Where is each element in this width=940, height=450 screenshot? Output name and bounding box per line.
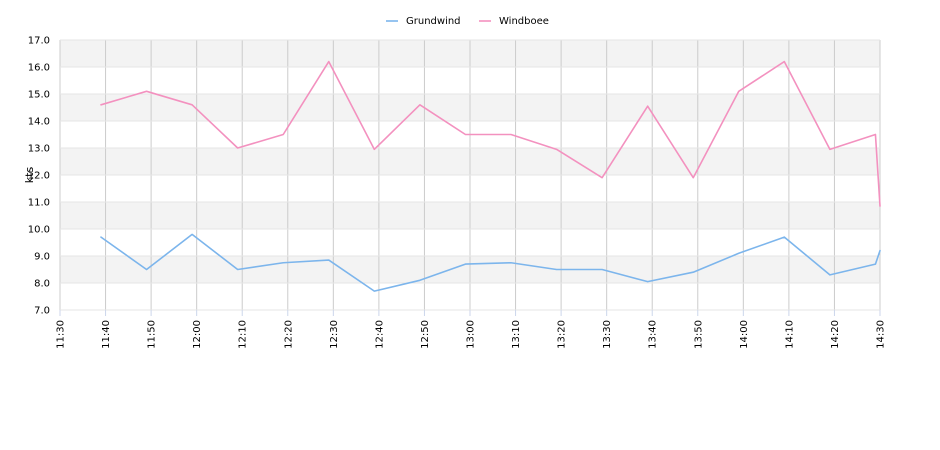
- y-tick-label: 10.0: [28, 225, 50, 236]
- y-tick-label: 14.0: [28, 117, 50, 128]
- y-tick-label: 12.0: [28, 171, 50, 182]
- x-tick-label: 11:30: [56, 320, 67, 349]
- legend-label: Windboee: [499, 16, 549, 27]
- series-line-windboee[interactable]: [100, 60, 881, 207]
- y-tick-label: 9.0: [34, 252, 50, 263]
- legend-label: Grundwind: [406, 16, 461, 27]
- series-line-grundwind[interactable]: [100, 233, 881, 292]
- y-tick-label: 16.0: [28, 63, 50, 74]
- x-tick-label: 12:00: [192, 320, 203, 349]
- x-tick-label: 13:40: [648, 320, 659, 349]
- legend[interactable]: Grundwind Windboee: [386, 16, 549, 27]
- x-tick-label: 14:10: [784, 320, 795, 349]
- legend-item-grundwind[interactable]: Grundwind: [386, 16, 461, 27]
- x-tick-label: 12:50: [420, 320, 431, 349]
- x-tick-label: 13:00: [466, 320, 477, 349]
- y-tick-label: 15.0: [28, 90, 50, 101]
- y-tick-label: 13.0: [28, 144, 50, 155]
- y-axis-tick-labels: 7.0 8.0 9.0 10.0 11.0 12.0 13.0 14.0 15.0 16.0 17.…: [28, 36, 50, 317]
- y-axis-title: kts: [23, 167, 36, 184]
- y-tick-label: 7.0: [34, 306, 50, 317]
- x-tick-label: 14:30: [876, 320, 887, 349]
- legend-item-windboee[interactable]: Windboee: [479, 16, 549, 27]
- x-tick-label: 11:50: [147, 320, 158, 349]
- x-tick-label: 13:50: [693, 320, 704, 349]
- x-tick-label: 11:40: [101, 320, 112, 349]
- x-tick-label: 14:00: [739, 320, 750, 349]
- x-tick-label: 12:40: [374, 320, 385, 349]
- x-tick-label: 13:30: [602, 320, 613, 349]
- y-tick-label: 17.0: [28, 36, 50, 47]
- x-tick-label: 14:20: [830, 320, 841, 349]
- x-tick-label: 12:10: [238, 320, 249, 349]
- series-lines: [100, 60, 881, 292]
- x-tick-label: 12:20: [283, 320, 294, 349]
- x-tick-label: 13:20: [557, 320, 568, 349]
- x-tick-label: 12:30: [329, 320, 340, 349]
- x-tick-label: 13:10: [511, 320, 522, 349]
- y-tick-label: 11.0: [28, 198, 50, 209]
- x-axis-tick-labels: 11:30 11:40 11:50 12:00 12:10 12:20 12:30 12:40…: [56, 310, 887, 349]
- y-tick-label: 8.0: [34, 279, 50, 290]
